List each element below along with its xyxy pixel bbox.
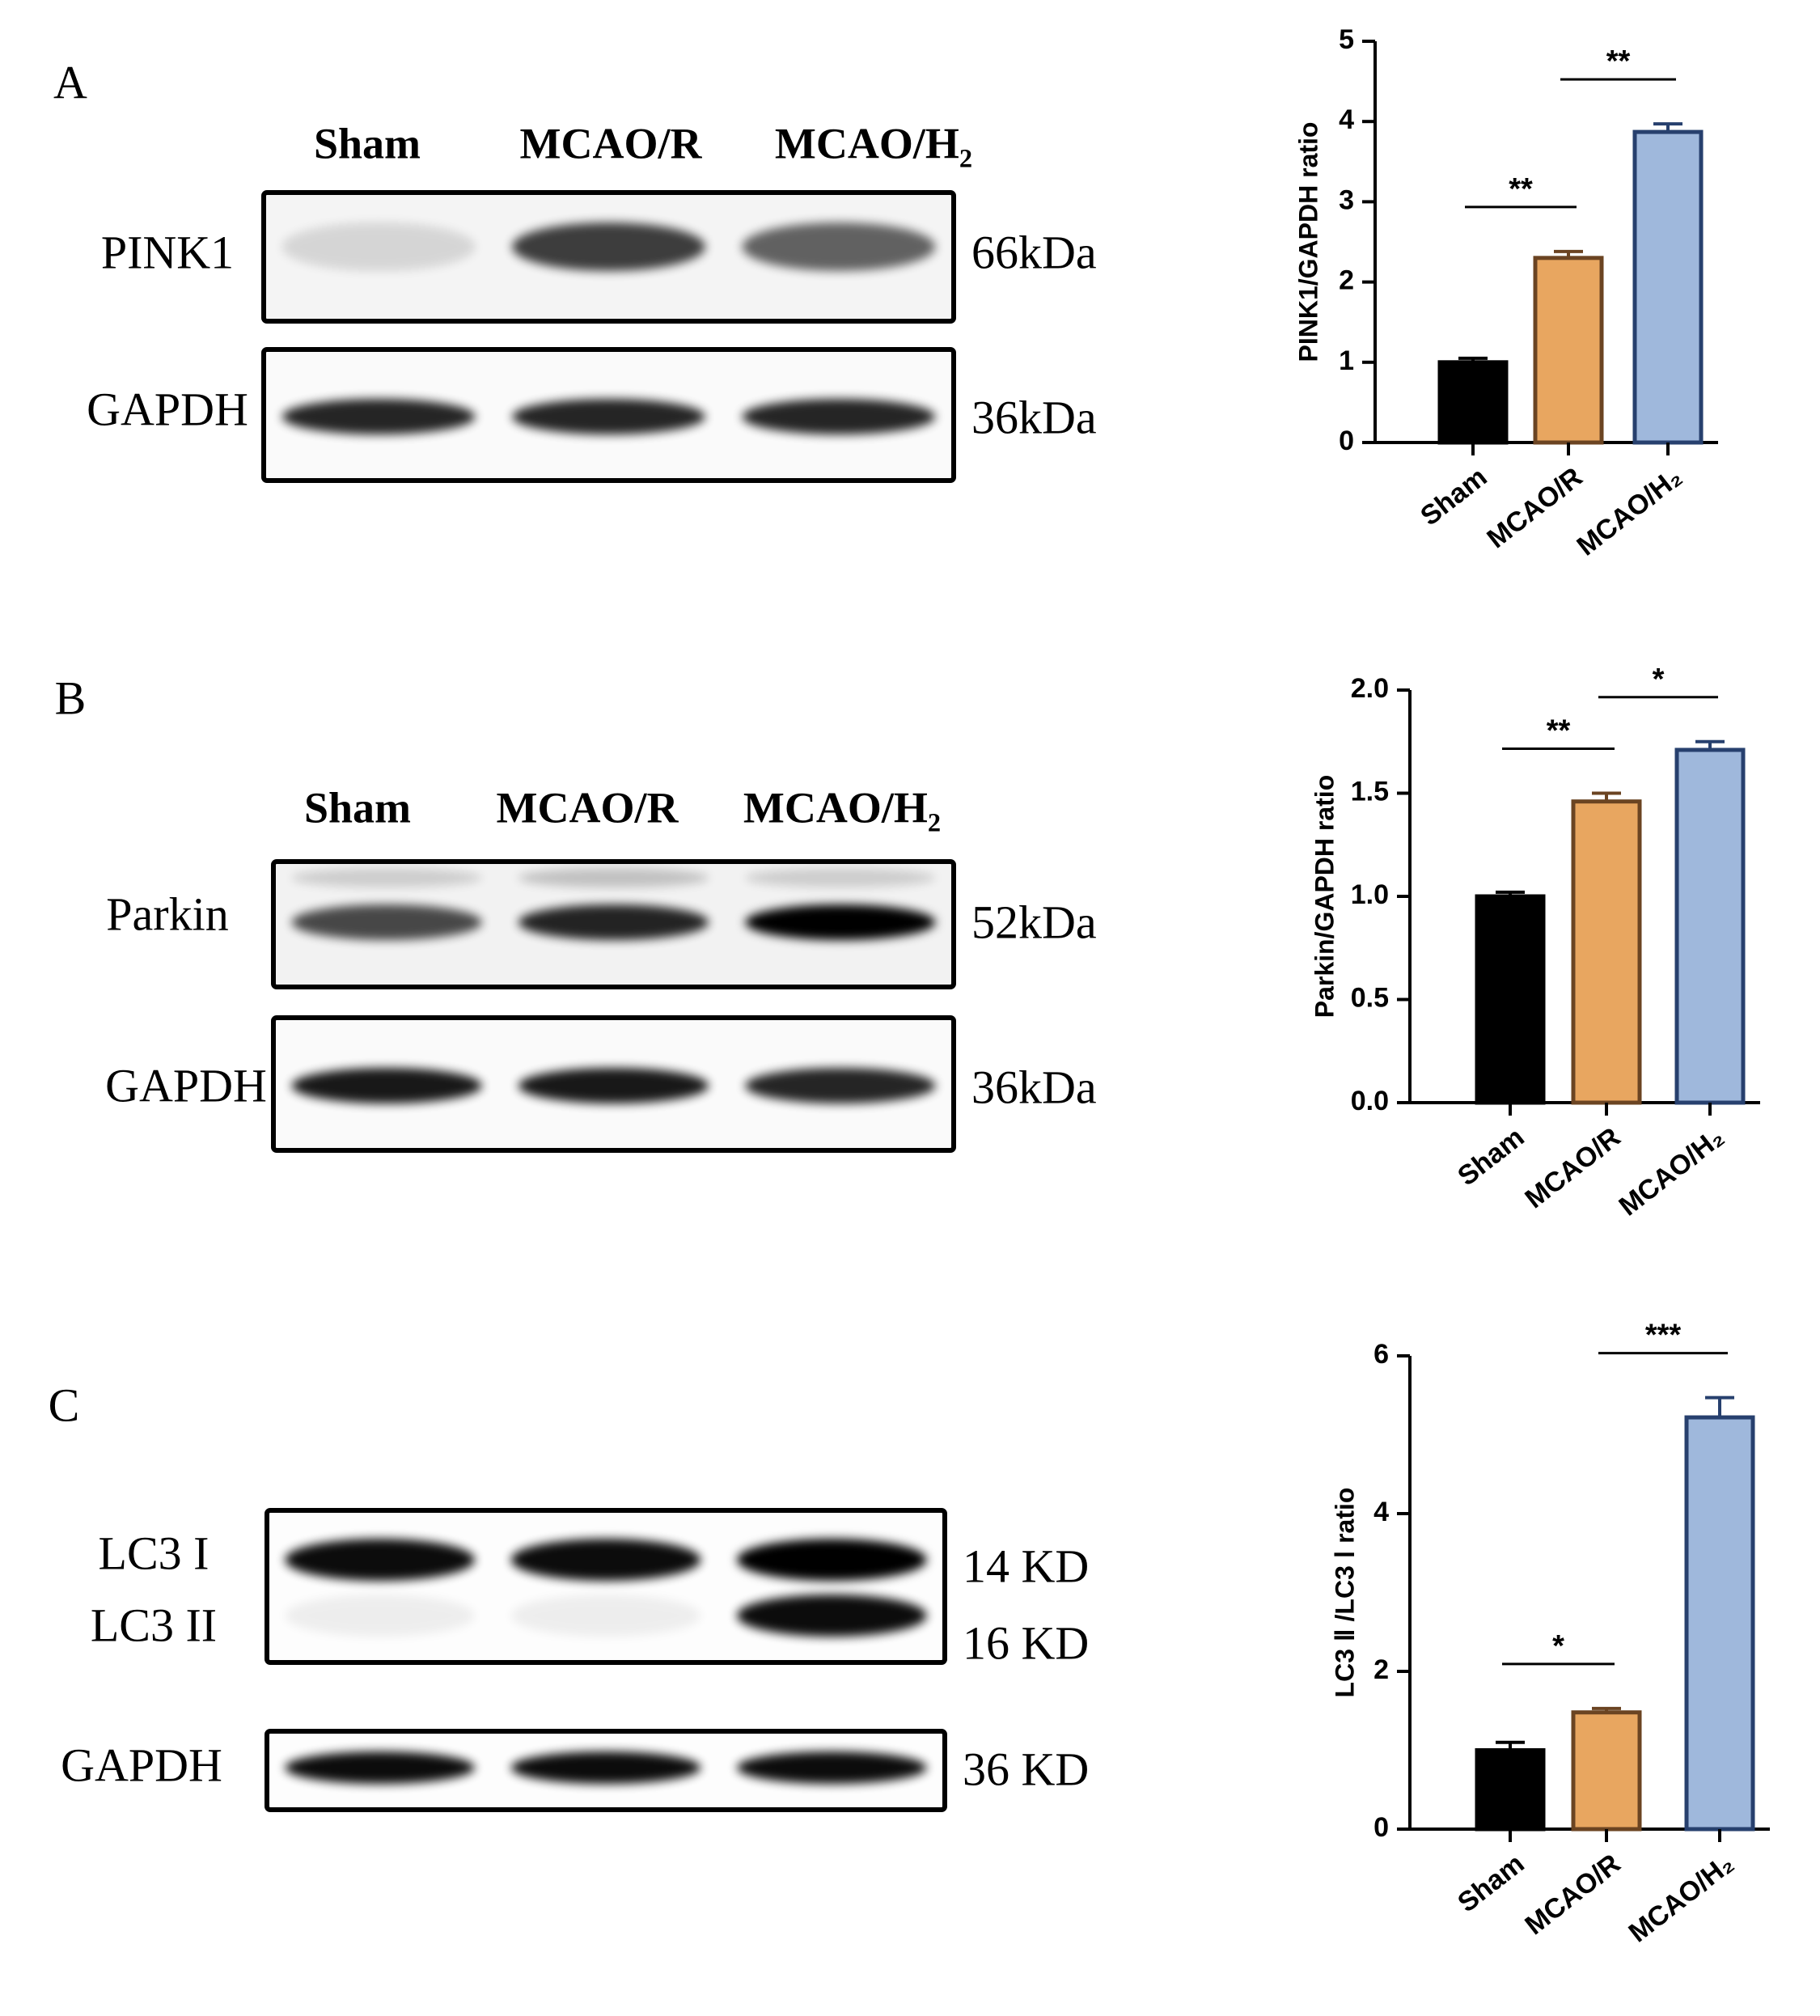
blot-band — [291, 904, 482, 940]
x-tick-label: MCAO/H₂ — [1623, 1848, 1740, 1948]
significance-label: *** — [1645, 1319, 1682, 1353]
bar — [1475, 1748, 1546, 1832]
blot-band — [512, 222, 705, 271]
protein-label: LC3 I — [99, 1527, 210, 1579]
x-tick-label: MCAO/R — [1481, 461, 1588, 554]
size-label: 36kDa — [971, 391, 1097, 443]
blot-band — [737, 1595, 927, 1637]
blot-band — [291, 868, 482, 887]
significance-label: ** — [1509, 172, 1533, 206]
x-tick-label: MCAO/H₂ — [1614, 1121, 1730, 1222]
y-tick-label: 0 — [1339, 426, 1354, 456]
bar — [1533, 256, 1604, 445]
size-label: 36kDa — [971, 1061, 1097, 1113]
blot-band — [737, 1539, 927, 1581]
y-tick-label: 4 — [1373, 1497, 1389, 1527]
bar — [1632, 129, 1704, 445]
y-tick-label: 0.5 — [1351, 982, 1389, 1013]
bar — [1571, 799, 1642, 1105]
blot-band — [291, 1068, 482, 1103]
size-label: 52kDa — [971, 896, 1097, 948]
blot-band — [518, 1068, 709, 1103]
size-label: 16 KD — [963, 1616, 1089, 1669]
blot-band — [281, 222, 476, 271]
y-tick-label: 2.0 — [1351, 673, 1389, 704]
y-axis-label: LC3 Ⅱ /LC3 Ⅰ ratio — [1330, 1488, 1359, 1698]
bar — [1684, 1415, 1755, 1832]
blot-band — [285, 1539, 475, 1581]
size-label: 36 KD — [963, 1743, 1089, 1795]
y-tick-label: 2 — [1339, 265, 1354, 296]
y-axis-label: PINK1/GAPDH ratio — [1293, 122, 1323, 362]
y-tick-label: 1.0 — [1351, 879, 1389, 910]
significance-label: * — [1552, 1629, 1564, 1663]
protein-label: Parkin — [106, 887, 228, 940]
significance-label: ** — [1606, 44, 1631, 78]
lane-label: MCAO/R — [520, 119, 703, 167]
blot-band — [512, 399, 705, 434]
blot-frame — [265, 1508, 947, 1665]
bar — [1571, 1710, 1642, 1832]
blot-band — [510, 1539, 701, 1581]
panel-letter: C — [49, 1379, 80, 1431]
protein-label: GAPDH — [105, 1059, 267, 1112]
protein-label: PINK1 — [101, 226, 234, 278]
blot-band — [285, 1751, 475, 1784]
y-tick-label: 5 — [1339, 24, 1354, 55]
x-tick-label: Sham — [1452, 1121, 1530, 1192]
y-tick-label: 4 — [1339, 104, 1354, 135]
x-tick-label: MCAO/R — [1519, 1848, 1626, 1941]
x-tick-label: MCAO/H₂ — [1572, 461, 1688, 561]
bar — [1437, 360, 1509, 445]
y-tick-label: 0.0 — [1351, 1086, 1389, 1116]
lane-label: MCAO/H₂ — [743, 783, 941, 832]
blot-band — [745, 868, 936, 887]
blot-band — [742, 222, 936, 271]
blot-band — [745, 904, 936, 940]
panel-letter: A — [53, 56, 87, 108]
size-label: 14 KD — [963, 1540, 1089, 1592]
y-tick-label: 6 — [1373, 1339, 1389, 1370]
y-tick-label: 3 — [1339, 184, 1354, 215]
blot-band — [518, 904, 709, 940]
y-axis-label: Parkin/GAPDH ratio — [1310, 775, 1339, 1019]
blot-frame — [271, 1015, 956, 1153]
significance-label: ** — [1547, 714, 1571, 748]
blot-band — [281, 399, 476, 434]
x-tick-label: MCAO/R — [1519, 1121, 1626, 1214]
blot-band — [510, 1595, 701, 1637]
lane-label: Sham — [304, 783, 411, 832]
blot-frame — [265, 1729, 947, 1812]
y-tick-label: 1.5 — [1351, 776, 1389, 807]
lane-label: MCAO/H₂ — [775, 119, 972, 167]
blot-frame — [261, 190, 956, 324]
protein-label: LC3 II — [91, 1599, 217, 1651]
size-label: 66kDa — [971, 226, 1097, 278]
y-tick-label: 1 — [1339, 345, 1354, 376]
blot-band — [518, 868, 709, 887]
protein-label: GAPDH — [87, 383, 248, 435]
protein-label: GAPDH — [61, 1739, 222, 1791]
panel-letter: B — [55, 671, 87, 724]
blot-frame — [271, 859, 956, 989]
blot-band — [737, 1751, 927, 1784]
blot-background — [267, 1510, 945, 1662]
blot-frame — [261, 347, 956, 483]
blot-band — [742, 399, 936, 434]
blot-band — [285, 1595, 475, 1637]
bar — [1674, 748, 1746, 1105]
bar — [1475, 894, 1546, 1105]
y-tick-label: 2 — [1373, 1654, 1389, 1685]
x-tick-label: Sham — [1452, 1848, 1530, 1918]
lane-label: MCAO/R — [497, 783, 679, 832]
significance-label: * — [1653, 663, 1665, 697]
y-tick-label: 0 — [1373, 1812, 1389, 1843]
lane-label: Sham — [314, 119, 421, 167]
x-tick-label: Sham — [1415, 461, 1492, 532]
blot-band — [510, 1751, 701, 1784]
blot-band — [745, 1068, 936, 1103]
